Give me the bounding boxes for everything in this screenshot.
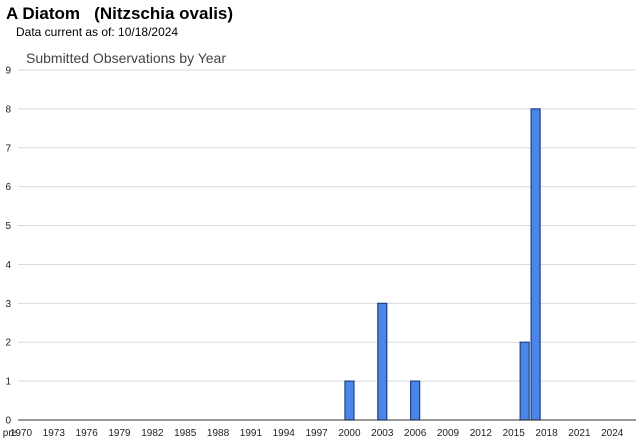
x-tick-label: 1976 [76, 428, 99, 439]
x-tick-label: 2006 [404, 428, 427, 439]
x-tick-label: 1994 [273, 428, 296, 439]
x-tick-label: 1988 [207, 428, 230, 439]
bars [344, 108, 541, 421]
x-tick-label: 1997 [305, 428, 328, 439]
x-tick-label: 2018 [535, 428, 558, 439]
x-tick-label: 1970 [10, 428, 33, 439]
x-tick-label: 1979 [108, 428, 131, 439]
gridlines [18, 69, 636, 382]
x-tick-label: 1991 [240, 428, 263, 439]
bar-2017 [530, 108, 541, 421]
bar-2016 [519, 341, 530, 421]
x-tick-label: 2024 [601, 428, 624, 439]
y-axis-ticks: 0 1 2 3 4 5 6 7 8 9 [5, 66, 11, 427]
x-tick-label: 2015 [503, 428, 526, 439]
y-tick-label: 3 [5, 299, 11, 310]
y-tick-label: 7 [5, 143, 11, 154]
y-tick-label: 6 [5, 182, 11, 193]
chart-title: Submitted Observations by Year [26, 50, 226, 66]
x-tick-label: 1973 [43, 428, 66, 439]
y-tick-label: 8 [5, 104, 11, 115]
y-tick-label: 9 [5, 66, 11, 77]
page-title: A Diatom (Nitzschia ovalis) [6, 4, 234, 23]
x-tick-label: pre [3, 428, 18, 439]
x-tick-label: 2009 [437, 428, 460, 439]
y-tick-label: 4 [5, 260, 11, 271]
data-current-note: Data current as of: 10/18/2024 [16, 25, 179, 39]
x-tick-label: 2003 [371, 428, 394, 439]
y-tick-label: 0 [5, 416, 11, 427]
y-tick-label: 5 [5, 221, 11, 232]
bar-2003 [377, 302, 388, 421]
x-tick-label: 1982 [141, 428, 164, 439]
y-tick-label: 2 [5, 338, 11, 349]
x-tick-label: 2000 [338, 428, 361, 439]
x-tick-label: 2012 [470, 428, 493, 439]
y-tick-label: 1 [5, 377, 11, 388]
x-tick-label: 2021 [568, 428, 591, 439]
bar-2006 [410, 380, 421, 421]
bar-2000 [344, 380, 355, 421]
x-tick-label: 1985 [174, 428, 197, 439]
